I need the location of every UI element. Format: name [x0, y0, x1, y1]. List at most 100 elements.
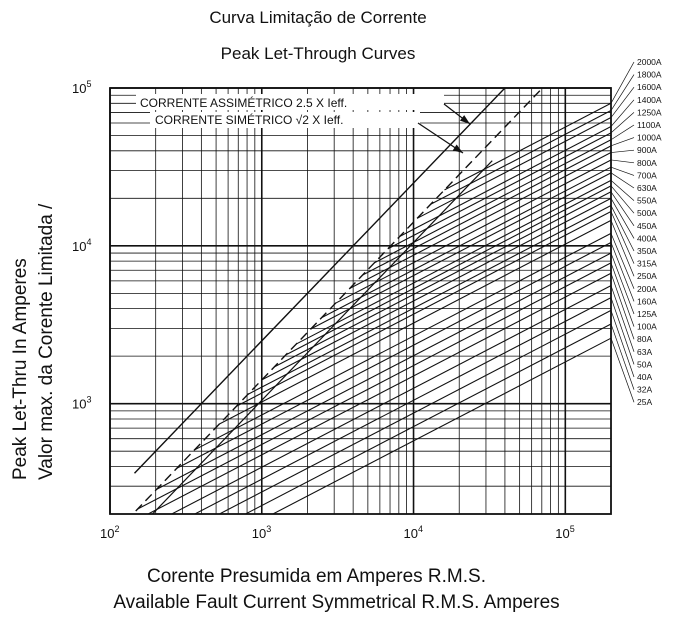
annotations: CORRENTE ASSIMÉTRICO 2.5 X Ieff. CORRENTE…: [136, 94, 471, 154]
symmetric-annotation: CORRENTE SIMÉTRICO √2 X Ieff.: [155, 112, 343, 127]
rating-label-1250A: 1250A: [637, 107, 662, 117]
chart-title: Curva Limitação de Corrente: [209, 8, 427, 27]
rating-label-550A: 550A: [637, 196, 657, 206]
rating-leader-350A: [610, 205, 635, 252]
rating-leader-550A: [610, 180, 635, 201]
rating-label-315A: 315A: [637, 259, 657, 269]
rating-curve-1100A: [374, 139, 611, 264]
rating-curve-1800A: [430, 110, 611, 205]
rating-leader-50A: [610, 297, 635, 365]
rating-label-450A: 450A: [637, 221, 657, 231]
rating-leader-700A: [610, 166, 635, 176]
rating-label-1600A: 1600A: [637, 82, 662, 92]
rating-label-500A: 500A: [637, 208, 657, 218]
rating-curve-2000A: [444, 102, 611, 191]
x-tick-label: 102: [100, 524, 119, 541]
rating-label-63A: 63A: [637, 347, 652, 357]
symmetric-arrow-head: [452, 144, 463, 153]
rating-leader-1400A: [610, 99, 635, 127]
rating-label-200A: 200A: [637, 284, 657, 294]
rating-leader-1800A: [610, 74, 635, 111]
rating-curve-400A: [261, 197, 611, 381]
rating-curve-100A: [137, 262, 611, 510]
rating-curve-40A: [218, 309, 611, 514]
annotation-bg: [150, 112, 420, 128]
rating-leader-100A: [610, 262, 635, 327]
asymmetric-arrow-head: [459, 115, 470, 124]
annotation-bg: [136, 94, 444, 110]
rating-leader-900A: [610, 149, 635, 153]
asymmetric-reference-line: [133, 88, 506, 474]
rating-leader-315A: [610, 211, 635, 264]
chart-plot: 2000A 1800A 1600A 1400A 1250A 1100A 1000A 900A 8…: [72, 57, 662, 541]
symmetric-reference-line: [131, 88, 544, 514]
rating-labels: 2000A 1800A 1600A 1400A 1250A 1100A 1000A 900A 8…: [637, 57, 662, 407]
y-tick-label: 105: [72, 79, 91, 96]
rating-curve-32A: [244, 323, 611, 514]
rating-leader-1250A: [610, 112, 635, 134]
rating-curve-125A: [156, 252, 611, 490]
rating-leader-1600A: [610, 86, 635, 118]
rating-leader-450A: [610, 191, 635, 226]
rating-leaders: [610, 61, 635, 403]
rating-curve-160A: [176, 242, 611, 469]
rating-label-80A: 80A: [637, 334, 652, 344]
rating-label-32A: 32A: [637, 385, 652, 395]
x-tick-label: 104: [404, 524, 423, 541]
rating-curve-63A: [170, 285, 611, 514]
rating-curve-315A: [236, 211, 611, 407]
rating-label-1400A: 1400A: [637, 95, 662, 105]
rating-leader-400A: [610, 198, 635, 239]
rating-label-50A: 50A: [637, 359, 652, 369]
rating-curve-800A: [335, 159, 611, 304]
rating-label-900A: 900A: [637, 145, 657, 155]
rating-label-700A: 700A: [637, 170, 657, 180]
rating-leader-63A: [610, 285, 635, 352]
asymmetric-annotation: CORRENTE ASSIMÉTRICO 2.5 X Ieff.: [140, 95, 347, 110]
rating-label-100A: 100A: [637, 322, 657, 332]
rating-curve-900A: [349, 152, 611, 289]
rating-curve-250A: [219, 219, 611, 425]
rating-label-250A: 250A: [637, 271, 657, 281]
rating-leader-160A: [610, 242, 635, 302]
rating-curve-500A: [285, 185, 611, 356]
plot-frame: [109, 87, 612, 515]
rating-leader-25A: [610, 338, 635, 403]
y-tick-label: 103: [72, 395, 91, 412]
rating-curve-25A: [271, 337, 611, 514]
rating-leader-2000A: [610, 61, 635, 104]
rating-curves: [137, 102, 611, 514]
rating-label-400A: 400A: [637, 233, 657, 243]
rating-curve-550A: [296, 179, 611, 345]
rating-curve-80A: [146, 272, 611, 514]
chart-subtitle: Peak Let-Through Curves: [220, 44, 416, 63]
rating-label-1800A: 1800A: [637, 70, 662, 80]
x-tick-label: 103: [252, 524, 271, 541]
rating-curve-1250A: [387, 132, 611, 250]
rating-leader-32A: [610, 323, 635, 390]
rating-label-630A: 630A: [637, 183, 657, 193]
rating-curve-630A: [310, 172, 611, 330]
rating-label-25A: 25A: [637, 397, 652, 407]
rating-leader-250A: [610, 220, 635, 277]
rating-leader-1100A: [610, 124, 635, 141]
rating-leader-800A: [610, 159, 635, 164]
rating-label-1000A: 1000A: [637, 133, 662, 143]
rating-leader-80A: [610, 273, 635, 340]
rating-leader-630A: [610, 172, 635, 189]
rating-label-800A: 800A: [637, 158, 657, 168]
rating-leader-200A: [610, 233, 635, 289]
rating-leader-1000A: [610, 137, 635, 147]
x-axis-label-pt: Corente Presumida em Amperes R.M.S.: [147, 566, 486, 587]
rating-label-350A: 350A: [637, 246, 657, 256]
grid: [109, 87, 612, 515]
rating-curve-50A: [193, 297, 611, 514]
rating-curve-350A: [247, 205, 611, 395]
rating-curve-1000A: [362, 145, 611, 276]
tick-labels: 102 103 104 105 103 104 105: [72, 79, 575, 541]
rating-curve-1600A: [416, 117, 611, 219]
rating-label-160A: 160A: [637, 296, 657, 306]
rating-leader-125A: [610, 252, 635, 315]
rating-curve-200A: [194, 232, 611, 451]
x-axis-label-en: Available Fault Current Symmetrical R.M.…: [113, 592, 560, 613]
